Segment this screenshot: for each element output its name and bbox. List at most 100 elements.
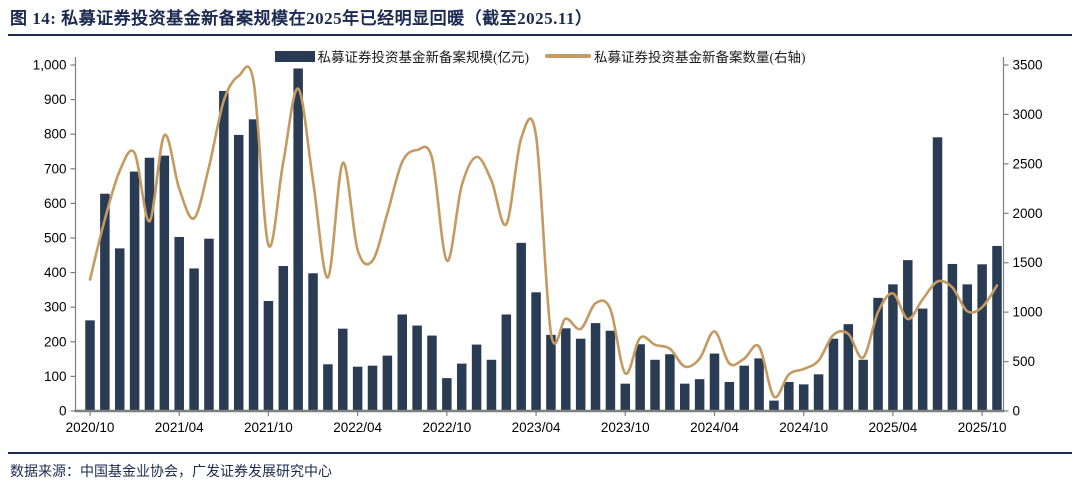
svg-text:200: 200 [44, 335, 67, 350]
bar [114, 248, 125, 412]
figure-title: 图 14: 私募证券投资基金新备案规模在2025年已经明显回暖（截至2025.1… [10, 9, 593, 28]
bar [635, 344, 645, 412]
bar [293, 68, 303, 412]
svg-text:2021/04: 2021/04 [155, 420, 204, 435]
svg-text:300: 300 [44, 300, 67, 315]
svg-text:0: 0 [59, 404, 67, 419]
bar [917, 308, 928, 412]
svg-text:2000: 2000 [1013, 206, 1043, 221]
bar [903, 260, 913, 412]
bar [323, 364, 333, 412]
svg-text:900: 900 [44, 92, 67, 107]
svg-text:600: 600 [44, 196, 67, 211]
bar [680, 384, 690, 412]
bar [427, 335, 437, 412]
source-note: 数据来源：中国基金业协会，广发证券发展研究中心 [10, 465, 332, 481]
bar [932, 137, 943, 412]
bar [992, 246, 1002, 412]
bar [546, 335, 556, 412]
svg-text:800: 800 [44, 127, 67, 142]
bar [947, 264, 958, 412]
bar [412, 325, 422, 412]
svg-text:2022/04: 2022/04 [333, 420, 382, 435]
bar [620, 384, 631, 412]
svg-text:2022/10: 2022/10 [422, 420, 471, 435]
bar [338, 329, 348, 412]
bar-swatch-icon [274, 50, 315, 62]
bar [769, 401, 779, 412]
bar [665, 354, 675, 412]
bar [278, 266, 289, 412]
svg-text:2021/10: 2021/10 [244, 420, 293, 435]
svg-text:2025/04: 2025/04 [869, 420, 918, 435]
svg-text:2024/04: 2024/04 [690, 420, 739, 435]
legend-item-bar-series: 私募证券投资基金新备案规模(亿元) [274, 46, 530, 66]
bar [828, 339, 839, 412]
bar [352, 367, 363, 412]
bar [219, 91, 229, 412]
bar [798, 384, 809, 412]
chart-legend: 私募证券投资基金新备案规模(亿元) 私募证券投资基金新备案数量(右轴) [0, 46, 1080, 66]
svg-text:100: 100 [44, 369, 67, 384]
svg-text:2500: 2500 [1013, 157, 1043, 172]
bar [709, 353, 720, 412]
svg-text:400: 400 [44, 265, 67, 280]
bar [650, 360, 660, 412]
svg-text:3000: 3000 [1013, 107, 1043, 122]
bar [189, 268, 199, 412]
bar [962, 284, 973, 412]
svg-text:3500: 3500 [1013, 58, 1043, 73]
bar [739, 366, 749, 412]
bar [471, 344, 482, 412]
bar [486, 360, 497, 412]
bar [129, 171, 140, 412]
bar [694, 379, 705, 412]
bar [367, 366, 378, 412]
bar [501, 314, 512, 412]
bar [85, 320, 95, 412]
svg-text:2025/10: 2025/10 [958, 420, 1007, 435]
svg-text:2023/04: 2023/04 [512, 420, 561, 435]
bar [442, 378, 452, 412]
svg-text:2024/10: 2024/10 [779, 420, 828, 435]
svg-text:1000: 1000 [1013, 305, 1043, 320]
bar [531, 292, 541, 412]
bar [233, 135, 244, 412]
bar [516, 243, 526, 412]
legend-line-label: 私募证券投资基金新备案数量(右轴) [594, 50, 806, 66]
svg-text:0: 0 [1013, 404, 1021, 419]
svg-text:2020/10: 2020/10 [66, 420, 115, 435]
bar [204, 239, 214, 412]
chart-area: 私募证券投资基金新备案规模(亿元) 私募证券投资基金新备案数量(右轴) 0 100… [0, 38, 1080, 450]
line-swatch-icon [545, 54, 591, 59]
svg-text:500: 500 [44, 231, 67, 246]
bar [159, 156, 170, 412]
bar [888, 284, 898, 412]
legend-bar-label: 私募证券投资基金新备案规模(亿元) [317, 50, 530, 66]
bar [843, 324, 854, 412]
svg-text:1,000: 1,000 [33, 58, 67, 73]
bars-group [85, 68, 1002, 412]
bar [784, 382, 794, 412]
bar [308, 273, 318, 412]
bar [590, 323, 601, 412]
bar [605, 331, 616, 412]
line-series-path [88, 65, 999, 399]
bar [575, 339, 586, 412]
bar [977, 264, 987, 412]
bar [397, 314, 407, 412]
bar [144, 158, 155, 412]
svg-text:700: 700 [44, 162, 67, 177]
bar [754, 358, 764, 412]
bar [248, 119, 259, 412]
footer-rule [8, 452, 1072, 455]
legend-item-line-series: 私募证券投资基金新备案数量(右轴) [545, 46, 806, 66]
chart-canvas: 0 100 200 300 400 500 600 700 800 900 1,000 0 500 100… [33, 57, 1043, 435]
bar [561, 328, 571, 412]
bar [858, 360, 868, 412]
svg-text:500: 500 [1013, 354, 1036, 369]
bar [724, 382, 735, 412]
axes-group [70, 57, 1009, 417]
bar [456, 363, 467, 412]
